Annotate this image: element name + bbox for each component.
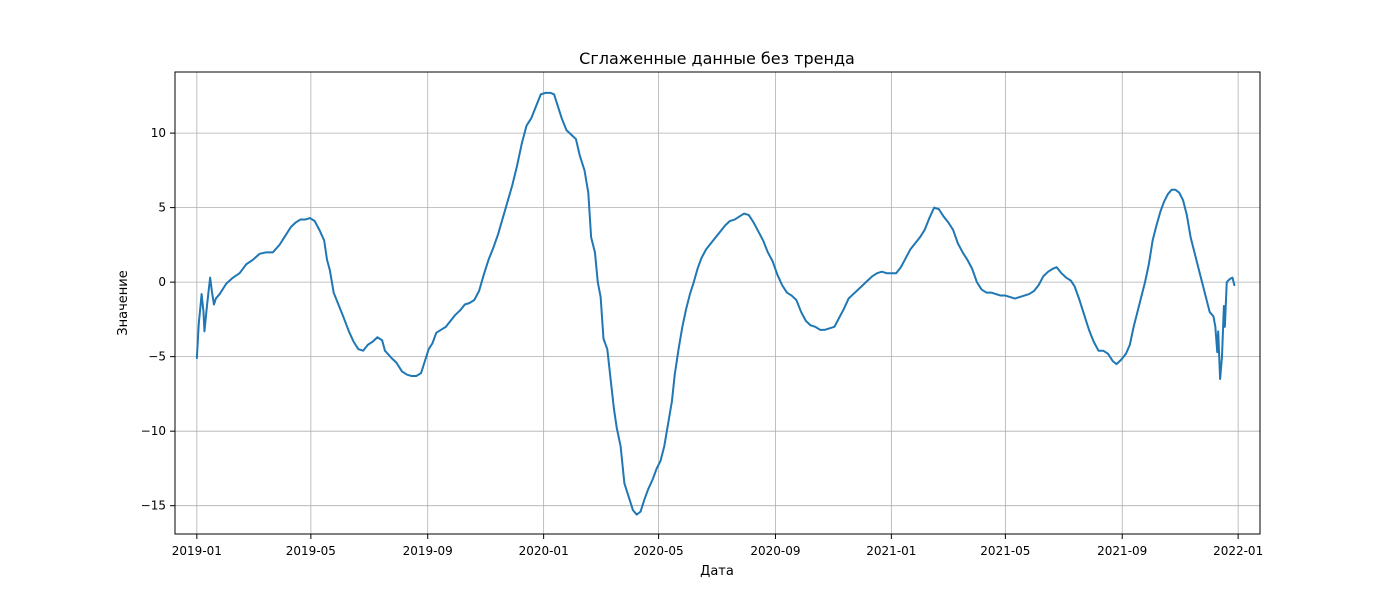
series-layer — [195, 91, 1236, 516]
y-tick-label: 10 — [151, 126, 166, 140]
x-tick-label: 2020-09 — [750, 544, 800, 558]
y-tick-label: −15 — [141, 499, 166, 513]
y-tick-label: 0 — [158, 275, 166, 289]
x-tick-label: 2019-05 — [286, 544, 336, 558]
x-tick-label: 2020-05 — [634, 544, 684, 558]
x-tick-label: 2020-01 — [519, 544, 569, 558]
y-tick-label: 5 — [158, 201, 166, 215]
y-tick-label: −5 — [148, 350, 166, 364]
x-tick-label: 2019-09 — [403, 544, 453, 558]
y-axis-label: Значение — [116, 270, 131, 335]
x-axis-label: Дата — [700, 564, 734, 579]
chart-title: Сглаженные данные без тренда — [579, 49, 855, 68]
x-tick-label: 2019-01 — [172, 544, 222, 558]
y-tick-label: −10 — [141, 424, 166, 438]
x-tick-label: 2021-05 — [980, 544, 1030, 558]
x-axis-ticks: 2019-01 2019-05 2019-09 2020-01 2020-05 2020-… — [172, 534, 1263, 558]
x-tick-label: 2021-01 — [866, 544, 916, 558]
grid-lines — [175, 72, 1260, 534]
x-tick-label: 2021-09 — [1097, 544, 1147, 558]
plot-frame — [174, 71, 1261, 535]
series-line — [195, 91, 1236, 516]
x-tick-label: 2022-01 — [1213, 544, 1263, 558]
y-axis-ticks: −15 −10 −5 0 5 10 — [141, 126, 175, 513]
